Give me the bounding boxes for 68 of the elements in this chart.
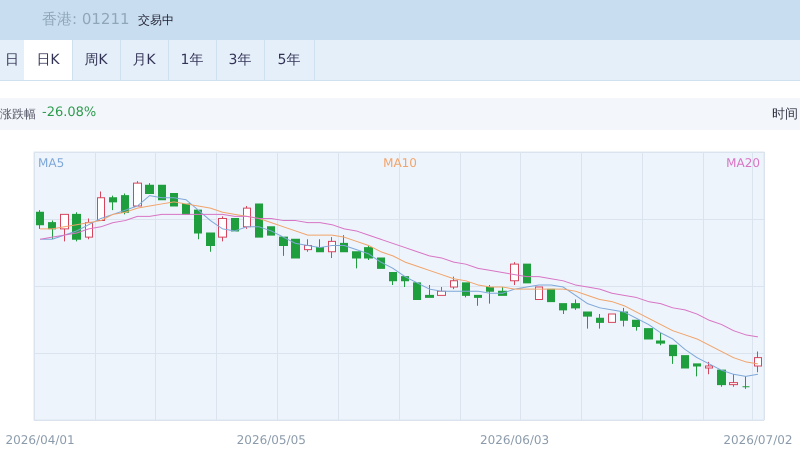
candlestick: [243, 206, 251, 230]
candlestick: [717, 370, 726, 388]
candlestick: [316, 238, 324, 252]
text: 1年: [168, 40, 217, 80]
candlestick: [681, 355, 689, 369]
candlestick: [255, 203, 263, 238]
text: 涨跌幅: [0, 106, 36, 123]
candlestick: [194, 210, 202, 240]
candlestick: [523, 264, 531, 284]
text: 日: [0, 40, 25, 80]
candlestick: [656, 332, 665, 346]
candlestick: [474, 294, 482, 306]
candlestick: [291, 238, 300, 258]
text: MA10: [383, 156, 417, 170]
candlestick: [583, 311, 592, 330]
text: 3年: [216, 40, 265, 80]
candlestick: [705, 361, 713, 375]
candlestick: [389, 272, 397, 286]
candlestick: [304, 238, 312, 252]
text: 交易中: [138, 12, 174, 29]
candlestick: [231, 218, 239, 232]
candlestick: [644, 328, 653, 340]
candlestick: [559, 303, 567, 315]
candlestick: [632, 320, 640, 332]
text: 5年: [264, 40, 315, 80]
candlestick: [109, 195, 117, 211]
candlestick: [279, 236, 288, 256]
candlestick: [450, 276, 458, 290]
candlestick: [60, 214, 69, 242]
candlestick: [742, 376, 750, 390]
candlestick: [97, 190, 105, 222]
candlestick: [729, 374, 738, 388]
text: 周K: [72, 40, 121, 80]
candlestick: [158, 184, 166, 200]
x-tick-label: 2026/04/01: [5, 433, 75, 447]
candlestick: [462, 282, 470, 298]
candlestick: [754, 350, 762, 373]
text: MA5: [38, 156, 64, 170]
x-tick-label: 2026/06/03: [480, 433, 550, 447]
candlestick: [620, 307, 628, 328]
candlestick: [596, 314, 604, 330]
candlestick: [486, 284, 494, 304]
candlestick: [425, 284, 434, 298]
candlestick: [352, 251, 361, 269]
text: 日K: [24, 40, 73, 80]
candlestick: [145, 182, 154, 194]
candlestick: [571, 299, 580, 310]
x-tick-label: 2026/05/05: [236, 433, 306, 447]
text: 月K: [120, 40, 169, 80]
candlestick: [413, 282, 421, 300]
candlestick: [133, 180, 142, 207]
x-tick-label: 2026/07/02: [723, 433, 793, 447]
candlestick: [608, 314, 616, 323]
candlestick: [510, 262, 519, 286]
candlestick: [693, 363, 701, 377]
candlestick: [206, 232, 215, 252]
candlestick: [218, 216, 227, 242]
candlestick: [328, 236, 336, 258]
candlestick: [669, 344, 677, 364]
candlestick: [121, 193, 129, 215]
candlestick: [36, 210, 44, 230]
candlestick: [535, 286, 543, 300]
text: -26.08%: [42, 105, 96, 120]
text: 香港: 01211: [42, 10, 130, 29]
text: MA20: [726, 156, 760, 170]
text: 时间: [772, 106, 798, 123]
candlestick: [547, 288, 555, 302]
candlestick: [48, 220, 56, 240]
